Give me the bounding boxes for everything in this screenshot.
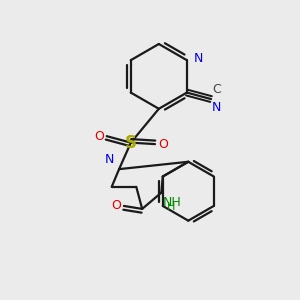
Text: H: H (167, 202, 175, 212)
Text: O: O (111, 200, 121, 212)
Text: N: N (104, 153, 114, 166)
Text: N: N (194, 52, 203, 65)
Text: O: O (158, 138, 168, 151)
Text: NH: NH (163, 196, 182, 208)
Text: C: C (212, 82, 221, 95)
Text: O: O (94, 130, 104, 143)
Text: S: S (125, 134, 137, 152)
Text: N: N (212, 101, 222, 114)
